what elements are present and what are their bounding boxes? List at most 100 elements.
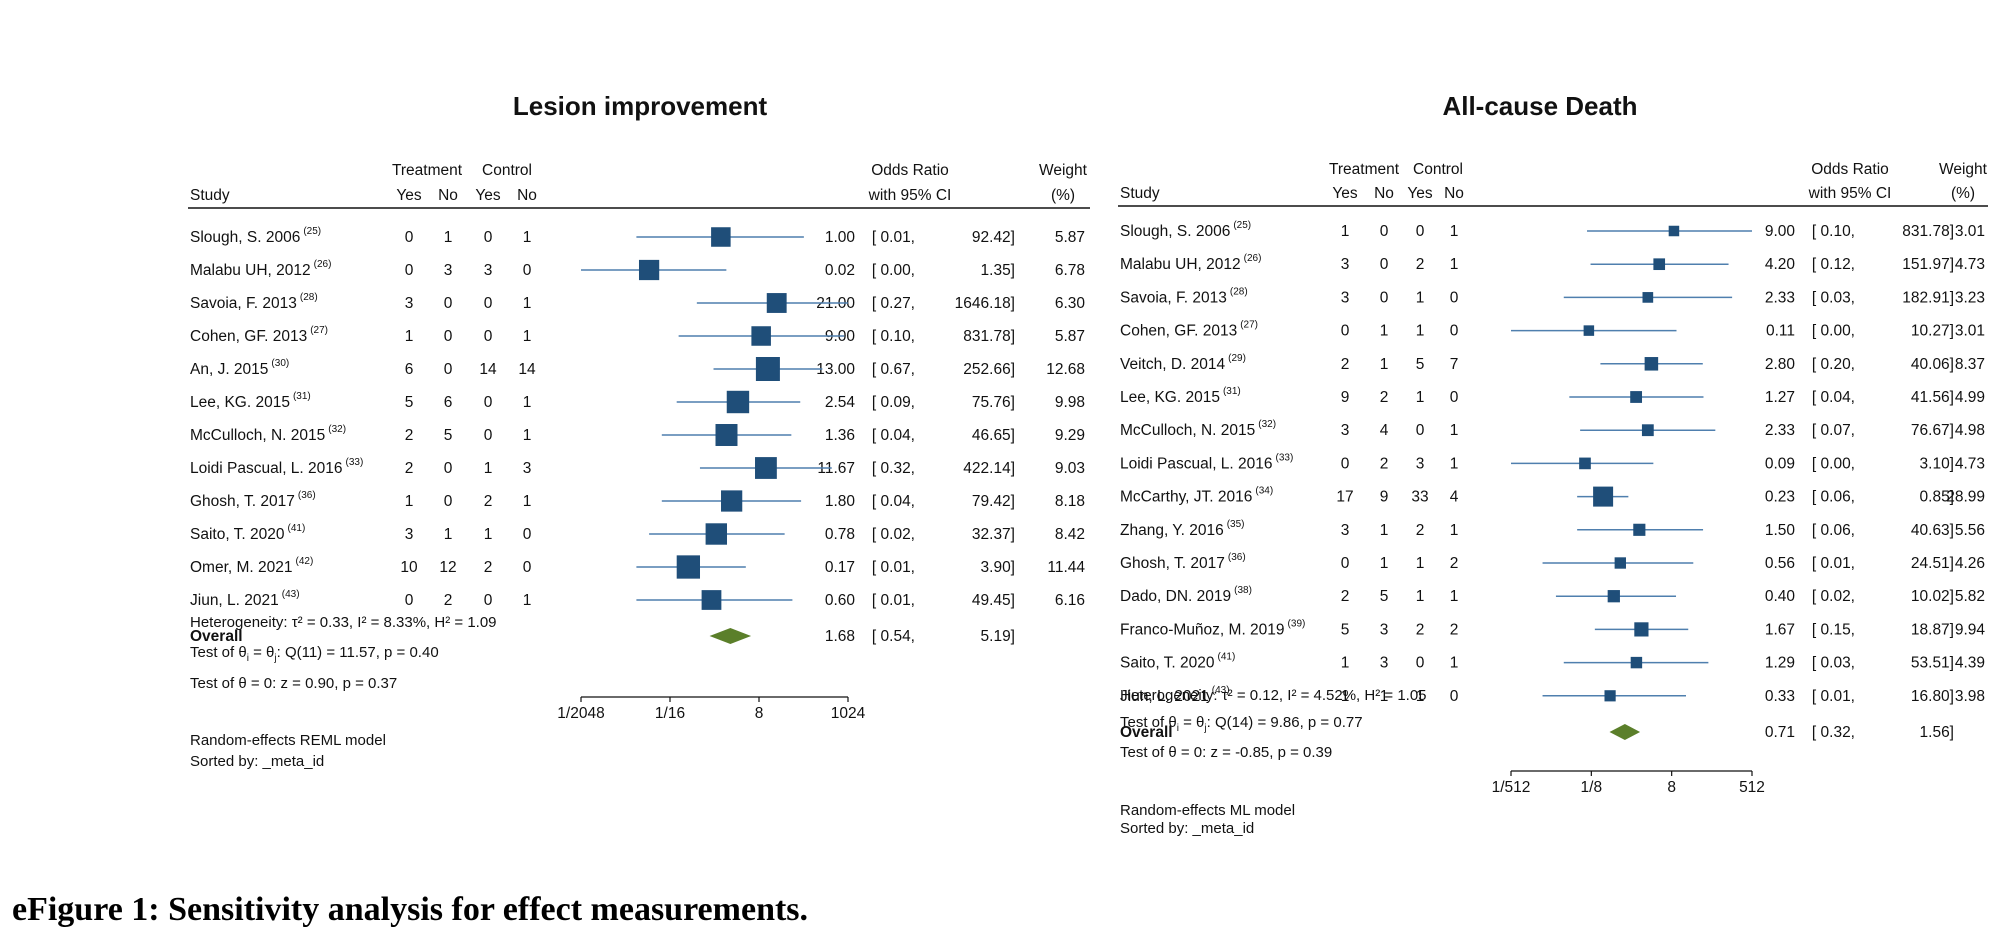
study-row: Slough, S. 2006 (25) 1 0 0 1 9.00 [ 0.10, 831.78… <box>1120 220 1985 240</box>
header-weight-unit: (%) <box>1051 187 1075 204</box>
study-ref: (36) <box>1228 552 1246 563</box>
treatment-yes: 1 <box>1341 655 1350 672</box>
control-no: 3 <box>523 460 532 477</box>
control-yes: 1 <box>1416 555 1425 572</box>
control-yes: 0 <box>484 427 493 444</box>
treatment-yes: 0 <box>405 592 414 609</box>
control-no: 1 <box>523 427 532 444</box>
test-homogeneity: Test of θi = θj: Q(11) = 11.57, p = 0.40 <box>190 644 439 664</box>
ci-upper: 0.85] <box>1920 489 1954 506</box>
effect-marker <box>721 490 743 512</box>
study-row: Malabu UH, 2012 (26) 3 0 2 1 4.20 [ 0.12, 151.97… <box>1120 253 1985 273</box>
treatment-no: 1 <box>1380 356 1389 373</box>
control-no: 1 <box>1450 655 1459 672</box>
study-row: Savoia, F. 2013 (28) 3 0 0 1 21.00[ 0.27, 1646.… <box>190 292 1085 313</box>
study-ref: (41) <box>1218 652 1236 663</box>
control-no: 7 <box>1450 356 1459 373</box>
ci-upper: 422.14] <box>963 460 1015 477</box>
ci-lower: [ 0.04, <box>1812 389 1855 406</box>
control-yes: 1 <box>484 526 493 543</box>
ci-lower: [ 0.03, <box>1812 655 1855 672</box>
treatment-no: 5 <box>1380 588 1389 605</box>
ci-lower: [ 0.01, <box>1812 555 1855 572</box>
study-ref: (26) <box>314 259 332 270</box>
treatment-yes: 10 <box>400 559 418 576</box>
test-text-part: j <box>273 653 276 664</box>
control-no: 0 <box>1450 688 1459 705</box>
study-name: Omer, M. 2021 <box>190 559 293 576</box>
treatment-yes: 1 <box>405 493 414 510</box>
treatment-no: 1 <box>1380 555 1389 572</box>
study-name: Cohen, GF. 2013 <box>1120 323 1237 340</box>
treatment-yes: 1 <box>1341 223 1350 240</box>
weight: 4.73 <box>1955 455 1985 472</box>
ci-upper: 40.63] <box>1911 522 1954 539</box>
header-weight-unit: (%) <box>1951 185 1975 202</box>
weight: 3.98 <box>1955 688 1985 705</box>
weight: 5.87 <box>1055 328 1085 345</box>
heterogeneity-stats: Heterogeneity: τ² = 0.12, I² = 4.52%, H²… <box>1120 687 1427 704</box>
ci-upper: 10.27] <box>1911 323 1954 340</box>
treatment-no: 0 <box>444 493 453 510</box>
study-ref: (27) <box>1240 320 1258 331</box>
ci-lower: [ 0.00, <box>1812 323 1855 340</box>
study-ref: (43) <box>282 589 300 600</box>
ci-lower: [ 0.12, <box>1812 256 1855 273</box>
ci-upper: 76.67] <box>1911 422 1954 439</box>
weight: 8.18 <box>1055 493 1085 510</box>
control-no: 0 <box>1450 289 1459 306</box>
study-row: Veitch, D. 2014 (29) 2 1 5 7 2.80 [ 0.20, 40.06]… <box>1120 353 1985 373</box>
axis-tick-label: 1/8 <box>1581 779 1603 796</box>
test-text-part: i <box>1177 723 1179 734</box>
control-no: 1 <box>523 394 532 411</box>
weight: 4.73 <box>1955 256 1985 273</box>
effect-marker <box>1630 656 1643 669</box>
header-treatment-yes: Yes <box>1332 185 1358 202</box>
ci-lower: [ 0.20, <box>1812 356 1855 373</box>
ci-lower: [ 0.02, <box>1812 588 1855 605</box>
effect-marker <box>1668 225 1680 237</box>
weight: 3.01 <box>1955 223 1985 240</box>
ci-upper: 182.91] <box>1902 289 1954 306</box>
study-ref: (31) <box>293 391 311 402</box>
treatment-no: 0 <box>444 328 453 345</box>
control-no: 0 <box>523 559 532 576</box>
ci-lower: [ 0.04, <box>872 427 915 444</box>
overall-ci-upper: 1.56] <box>1920 724 1954 741</box>
effect-marker <box>1614 557 1626 569</box>
treatment-no: 0 <box>1380 223 1389 240</box>
test-zero-effect: Test of θ = 0: z = 0.90, p = 0.37 <box>190 675 397 692</box>
odds-ratio: 0.33 <box>1765 688 1795 705</box>
weight: 4.98 <box>1955 422 1985 439</box>
odds-ratio: 0.60 <box>825 592 856 609</box>
study-row: Loidi Pascual, L. 2016 (33) 0 2 3 1 0.09 [ 0.00… <box>1120 452 1985 472</box>
control-yes: 0 <box>1416 422 1425 439</box>
weight: 6.78 <box>1055 262 1085 279</box>
control-no: 0 <box>523 262 532 279</box>
treatment-yes: 2 <box>405 427 414 444</box>
test-text-part: = θ <box>1179 714 1204 731</box>
test-text-part: Test of θ <box>1120 714 1177 731</box>
treatment-no: 1 <box>1380 522 1389 539</box>
ci-upper: 3.90] <box>981 559 1015 576</box>
study-ref: (32) <box>328 424 346 435</box>
control-no: 1 <box>1450 422 1459 439</box>
header-study: Study <box>1120 185 1160 202</box>
odds-ratio: 1.80 <box>825 493 856 510</box>
odds-ratio: 0.78 <box>825 526 855 543</box>
treatment-yes: 0 <box>1341 323 1350 340</box>
axis-tick-label: 512 <box>1739 779 1765 796</box>
effect-marker <box>1593 486 1614 507</box>
test-text-part: i <box>247 653 249 664</box>
study-ref: (41) <box>288 523 306 534</box>
ci-upper: 75.76] <box>972 394 1015 411</box>
study-ref: (28) <box>300 292 318 303</box>
effect-marker <box>676 555 701 579</box>
ci-lower: [ 0.00, <box>872 262 915 279</box>
study-row: Slough, S. 2006 (25) 0 1 0 1 1.00 [ 0.01, 92.42]… <box>190 226 1085 247</box>
effect-marker <box>1607 590 1620 603</box>
ci-upper: 151.97] <box>1902 256 1954 273</box>
study-row: Saito, T. 2020 (41) 3 1 1 0 0.78 [ 0.02, 32.37] 8… <box>190 523 1085 545</box>
ci-upper: 831.78] <box>1902 223 1954 240</box>
